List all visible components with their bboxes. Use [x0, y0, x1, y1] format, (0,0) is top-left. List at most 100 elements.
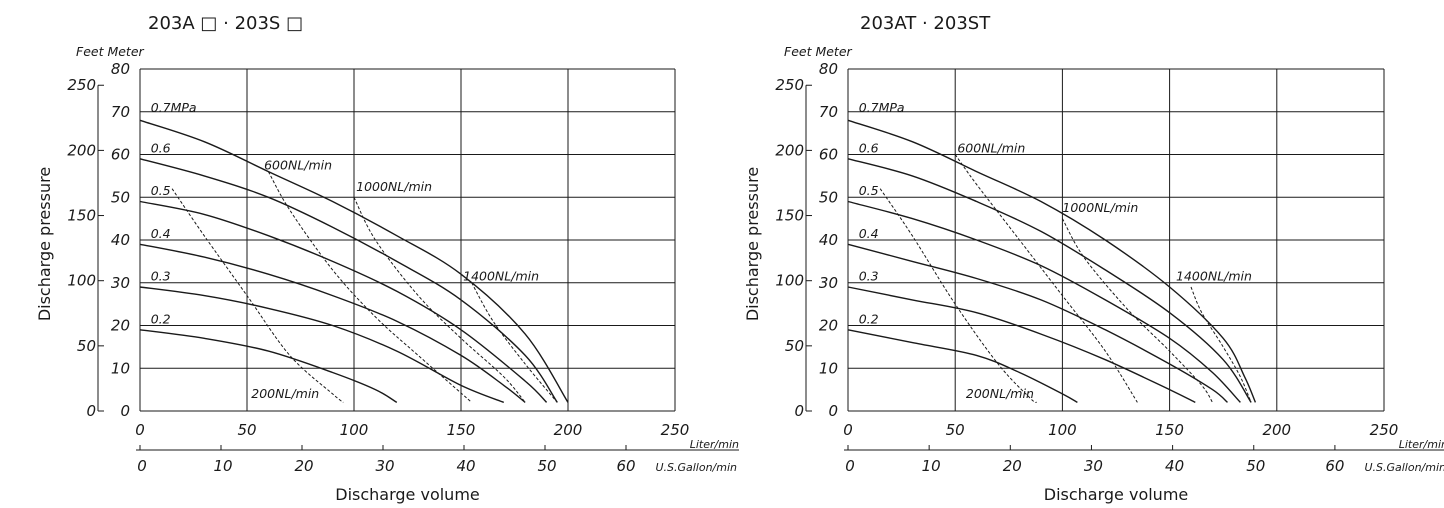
- x-tick-liter: 0: [135, 421, 145, 439]
- x-tick-gallon: 0: [845, 457, 855, 475]
- x-tick-liter: 200: [1262, 421, 1291, 439]
- air-consumption-label: 1400NL/min: [1176, 269, 1252, 284]
- pressure-curve-label: 0.3: [151, 269, 171, 284]
- y-tick-meter: 50: [111, 188, 130, 206]
- x-tick-gallon: 20: [1003, 457, 1022, 475]
- y-tick-feet: 100: [775, 272, 804, 290]
- x-tick-liter: 50: [237, 421, 256, 439]
- y-tick-meter: 80: [819, 60, 838, 78]
- pressure-curve: [139, 286, 505, 404]
- air-consumption-label: 1000NL/min: [1062, 200, 1138, 215]
- pressure-curve: [139, 200, 548, 403]
- air-consumption-label: 1000NL/min: [356, 179, 432, 194]
- y-tick-meter: 10: [111, 359, 130, 377]
- pressure-curve: [847, 286, 1196, 404]
- pressure-curve-label: 0.4: [151, 226, 171, 241]
- y-tick-feet: 250: [67, 76, 96, 94]
- y-tick-feet: 0: [86, 402, 96, 420]
- pressure-curve-label: 0.3: [859, 269, 879, 284]
- pressure-curve-label: 0.2: [859, 311, 879, 326]
- chart-title: 203A □ · 203S □: [148, 13, 303, 34]
- x-tick-gallon: 20: [294, 457, 313, 475]
- air-consumption-curve: [1190, 286, 1252, 403]
- x-tick-gallon: 40: [456, 457, 475, 475]
- x-tick-gallon: 0: [137, 457, 147, 475]
- x-tick-gallon: 50: [1246, 457, 1265, 475]
- y-tick-feet: 50: [785, 337, 804, 355]
- x-unit-liter: Liter/min: [690, 438, 739, 451]
- y-tick-feet: 200: [775, 141, 804, 159]
- x-tick-liter: 150: [1155, 421, 1184, 439]
- air-consumption-label: 600NL/min: [957, 140, 1025, 155]
- pressure-curve-label: 0.2: [151, 311, 171, 326]
- chart-203at-203st: 203AT · 203ST Feet Meter 0 10 20 30 40 50 60 70 80…: [743, 13, 1444, 504]
- pressure-curve: [847, 158, 1252, 403]
- y-tick-meter: 70: [111, 103, 130, 121]
- air-consumption-curve: [954, 154, 1138, 403]
- pressure-curve-label: 0.6: [151, 140, 171, 155]
- x-axis-title: Discharge volume: [335, 485, 480, 504]
- y-axis-title: Discharge pressure: [35, 167, 54, 321]
- y-tick-meter: 20: [111, 317, 130, 335]
- air-consumption-label: 200NL/min: [251, 386, 319, 401]
- air-consumption-label: 600NL/min: [264, 157, 332, 172]
- x-tick-gallon: 10: [922, 457, 941, 475]
- y-tick-meter: 40: [111, 231, 130, 249]
- air-consumption-curve: [471, 282, 558, 403]
- pressure-curve: [139, 119, 569, 403]
- pressure-curve-label: 0.6: [859, 140, 879, 155]
- y-tick-meter: 30: [819, 274, 838, 292]
- y-tick-feet: 150: [67, 207, 96, 225]
- pressure-curve-label: 0.5: [859, 183, 879, 198]
- air-consumption-curve: [353, 197, 526, 403]
- y-tick-meter: 40: [819, 231, 838, 249]
- y-tick-feet: 150: [775, 207, 804, 225]
- x-tick-liter: 0: [843, 421, 853, 439]
- pressure-curve-label: 0.7MPa: [859, 100, 905, 115]
- pressure-curve: [847, 329, 1078, 404]
- air-consumption-curve: [267, 171, 473, 403]
- y-tick-feet: 50: [77, 337, 96, 355]
- air-consumption-curve: [1061, 218, 1213, 403]
- x-tick-gallon: 40: [1165, 457, 1184, 475]
- x-tick-gallon: 60: [616, 457, 635, 475]
- y-tick-meter: 0: [828, 402, 838, 420]
- y-tick-meter: 70: [819, 103, 838, 121]
- pressure-curve: [139, 158, 558, 403]
- y-tick-feet: 100: [67, 272, 96, 290]
- air-consumption-curve: [879, 188, 1037, 403]
- pressure-curve: [139, 243, 526, 403]
- x-tick-liter: 100: [1048, 421, 1077, 439]
- chart-title: 203AT · 203ST: [860, 13, 991, 34]
- x-tick-gallon: 10: [213, 457, 232, 475]
- air-consumption-curve: [171, 188, 344, 403]
- y-tick-meter: 10: [819, 359, 838, 377]
- y-tick-feet: 250: [775, 76, 804, 94]
- y-tick-meter: 30: [111, 274, 130, 292]
- x-tick-gallon: 30: [1084, 457, 1103, 475]
- x-tick-gallon: 60: [1325, 457, 1344, 475]
- pressure-curve: [847, 119, 1257, 403]
- pressure-curve-label: 0.4: [859, 226, 879, 241]
- x-tick-gallon: 30: [375, 457, 394, 475]
- x-tick-liter: 200: [554, 421, 583, 439]
- y-tick-meter: 0: [120, 402, 130, 420]
- x-tick-liter: 150: [447, 421, 476, 439]
- x-tick-liter: 50: [946, 421, 965, 439]
- air-consumption-label: 200NL/min: [966, 386, 1034, 401]
- y-tick-meter: 50: [819, 188, 838, 206]
- y-tick-meter: 20: [819, 317, 838, 335]
- y-tick-feet: 200: [67, 141, 96, 159]
- pressure-curve: [139, 329, 398, 404]
- x-axis-title: Discharge volume: [1044, 485, 1189, 504]
- y-tick-meter: 60: [819, 146, 838, 164]
- x-tick-liter: 250: [661, 421, 690, 439]
- pressure-curve-label: 0.5: [151, 183, 171, 198]
- y-tick-meter: 80: [111, 60, 130, 78]
- x-unit-gallon: U.S.Gallon/min: [1364, 461, 1444, 474]
- x-tick-liter: 100: [340, 421, 369, 439]
- y-unit-label: Feet Meter: [76, 44, 145, 59]
- y-tick-feet: 0: [794, 402, 804, 420]
- pressure-curve: [847, 200, 1241, 403]
